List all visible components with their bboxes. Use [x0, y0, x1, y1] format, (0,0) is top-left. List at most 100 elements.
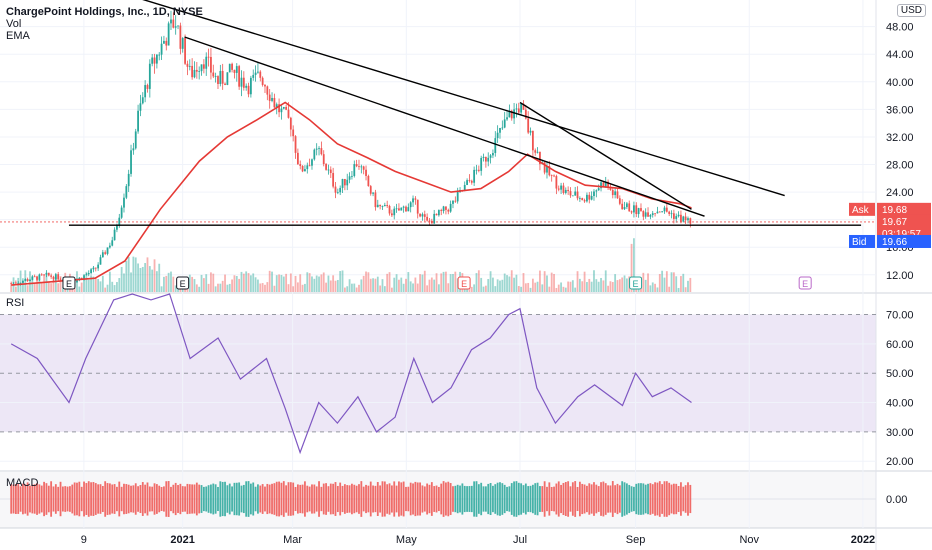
candle-body [233, 69, 236, 73]
macd-hist-bar [680, 482, 682, 516]
price-tick-label: 24.00 [886, 187, 914, 199]
volume-bar [680, 276, 682, 292]
candle-body [45, 272, 48, 275]
macd-hist-bar [73, 482, 76, 516]
candle-body [221, 70, 224, 84]
macd-hist-bar [179, 483, 182, 515]
symbol-title[interactable]: ChargePoint Holdings, Inc., 1D, NYSE [6, 6, 203, 18]
volume-bar [484, 285, 487, 292]
macd-hist-bar [301, 484, 304, 514]
macd-hist-bar [127, 484, 130, 514]
volume-bar [524, 283, 527, 292]
volume-bar [522, 273, 525, 292]
macd-hist-bar [33, 484, 36, 514]
macd-hist-bar [259, 485, 262, 513]
volume-bar [510, 270, 513, 292]
price-tick-label: 44.00 [886, 49, 914, 61]
macd-hist-bar [367, 485, 370, 513]
volume-bar [374, 278, 377, 292]
candle-body [31, 276, 34, 280]
x-tick-label: Jul [513, 534, 527, 546]
volume-bar [212, 273, 215, 292]
volume-bar [304, 283, 306, 292]
candle-body [160, 43, 163, 55]
candle-body [327, 169, 330, 171]
volume-bar [534, 282, 537, 292]
candle-body [672, 213, 675, 219]
candle-body [50, 275, 53, 277]
candle-body [308, 165, 311, 167]
candle-body [654, 213, 656, 215]
volume-bar [569, 281, 572, 292]
macd-hist-bar [14, 484, 17, 514]
macd-hist-bar [374, 485, 377, 513]
macd-hist-bar [172, 484, 175, 514]
candle-body [520, 103, 523, 113]
volume-bar [616, 280, 619, 292]
trendlines[interactable] [68, 0, 862, 226]
candle-body [539, 151, 541, 165]
macd-hist-bar [308, 486, 311, 512]
x-tick-label: Mar [283, 534, 302, 546]
volume-bar [10, 283, 13, 292]
macd-hist-bar [381, 481, 384, 517]
volume-bar [195, 284, 198, 292]
chart-legend: ChargePoint Holdings, Inc., 1D, NYSE Vol… [6, 6, 203, 42]
candle-body [689, 218, 692, 224]
macd-hist-bar [402, 481, 405, 517]
macd-hist-bar [148, 486, 151, 512]
volume-bar [296, 282, 299, 292]
volume-bar [499, 280, 501, 292]
candle-body [470, 180, 473, 183]
macd-hist-bar [231, 486, 233, 512]
macd-hist-bar [447, 481, 450, 517]
volume-bar [341, 270, 344, 292]
currency-badge[interactable]: USD [896, 4, 926, 17]
volume-bar [19, 270, 22, 292]
volume-bar [278, 274, 280, 292]
macd-hist-bar [80, 486, 83, 512]
candle-body [515, 108, 518, 110]
volume-bar [106, 284, 109, 292]
rsi-tick-label: 50.00 [886, 368, 914, 380]
volume-bar [50, 283, 53, 292]
candle-body [677, 214, 680, 217]
macd-hist-bar [524, 483, 527, 515]
macd-hist-bar [423, 486, 426, 512]
volume-bar [470, 286, 473, 292]
macd-hist-bar [600, 482, 602, 516]
macd-hist-bar [635, 483, 638, 515]
candle-body [416, 199, 419, 214]
candle-body [355, 164, 358, 167]
candle-body [508, 110, 511, 118]
volume-bar [487, 279, 490, 292]
volume-bar [546, 275, 548, 292]
candle-body [245, 85, 248, 88]
volume-bar [334, 280, 337, 292]
ema-indicator-label[interactable]: EMA [6, 30, 30, 42]
macd-hist-bar [348, 485, 351, 513]
volume-bar [494, 286, 497, 292]
vol-indicator-label[interactable]: Vol [6, 18, 22, 30]
macd-hist-bar [92, 482, 95, 516]
macd-hist-bar [59, 481, 62, 517]
volume-bar [153, 259, 156, 292]
volume-bar [226, 284, 229, 292]
candle-body [306, 165, 309, 170]
volume-bar [658, 274, 661, 292]
candle-body [99, 257, 102, 265]
volume-bar [198, 286, 201, 292]
volume-bar [200, 274, 203, 292]
volume-bar [172, 276, 175, 292]
macd-hist-bar [625, 483, 628, 515]
volume-bar [675, 276, 678, 292]
volume-bar [127, 256, 130, 292]
volume-bar [506, 275, 508, 292]
volume-bar [353, 283, 356, 292]
macd-hist-bar [17, 484, 20, 514]
candle-body [426, 216, 429, 221]
macd-hist-bar [593, 482, 595, 516]
macd-hist-bar [517, 482, 520, 516]
